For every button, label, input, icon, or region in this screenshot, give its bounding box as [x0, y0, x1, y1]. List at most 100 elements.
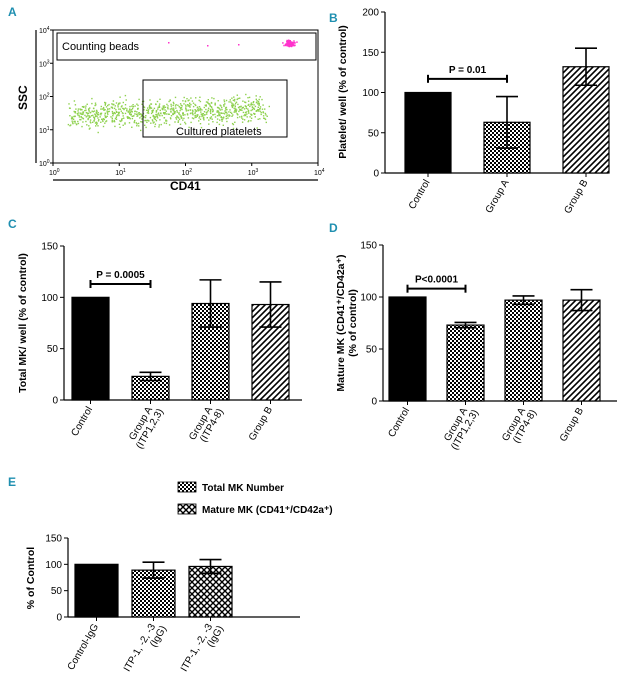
platelet-event: [218, 107, 220, 109]
platelet-event: [124, 107, 127, 109]
platelet-event: [111, 106, 113, 109]
platelet-event: [226, 120, 228, 123]
platelet-event: [97, 112, 99, 114]
platelet-event: [94, 102, 97, 104]
platelet-event: [128, 111, 130, 113]
bead-event: [294, 41, 296, 44]
platelet-event: [156, 115, 158, 117]
platelet-event: [242, 111, 245, 114]
platelet-event: [229, 99, 231, 101]
platelet-event: [194, 103, 196, 106]
platelet-event: [242, 106, 244, 109]
platelet-event: [124, 104, 127, 106]
platelet-event: [218, 123, 221, 126]
platelet-event: [104, 115, 107, 118]
platelet-event: [104, 102, 107, 104]
bead-event: [288, 39, 290, 41]
platelet-event: [184, 123, 187, 125]
platelet-event: [158, 114, 160, 116]
platelet-event: [221, 108, 223, 111]
platelet-event: [163, 112, 165, 115]
platelet-event: [122, 107, 124, 110]
y-tick-label-e: 150: [45, 534, 62, 545]
platelet-event: [159, 109, 161, 112]
platelet-event: [257, 118, 259, 120]
platelet-event: [183, 117, 185, 120]
platelet-event: [254, 105, 257, 108]
platelet-event: [197, 108, 200, 110]
platelet-event: [121, 119, 123, 122]
platelet-event: [77, 114, 79, 116]
platelet-event: [192, 102, 195, 104]
platelet-event: [160, 123, 162, 126]
platelet-event: [131, 109, 133, 111]
platelet-event: [86, 124, 88, 126]
platelet-event: [69, 107, 71, 109]
platelet-event: [155, 120, 158, 122]
platelet-event: [253, 107, 255, 109]
platelet-event: [250, 102, 253, 104]
platelet-event: [165, 120, 167, 122]
platelet-event: [114, 125, 116, 128]
platelet-event: [234, 111, 236, 113]
platelet-event: [137, 104, 139, 107]
platelet-event: [114, 117, 117, 120]
platelet-event: [87, 118, 89, 121]
platelet-event: [249, 105, 251, 108]
platelet-event: [153, 118, 156, 120]
platelet-event: [235, 108, 237, 110]
platelet-event: [244, 114, 247, 117]
platelet-event: [214, 102, 216, 104]
platelet-event: [73, 110, 75, 113]
platelet-event: [247, 100, 250, 102]
platelet-event: [194, 109, 196, 111]
platelet-event: [179, 123, 182, 125]
platelet-event: [103, 109, 105, 111]
platelet-event: [226, 114, 228, 117]
p-value-label-d: P<0.0001: [415, 275, 459, 286]
platelet-event: [188, 104, 190, 106]
bead-event: [286, 43, 288, 45]
platelet-event: [104, 109, 106, 111]
platelet-event: [176, 115, 178, 117]
platelet-event: [186, 98, 188, 100]
platelet-event: [133, 115, 135, 117]
y-axis-label-b: Platelet/ well (% of control): [337, 25, 349, 159]
platelet-event: [131, 105, 133, 107]
platelet-event: [105, 120, 107, 123]
platelet-event: [100, 121, 102, 123]
x-tick-label-b: Group B: [562, 178, 590, 216]
platelet-event: [72, 122, 74, 125]
platelet-event: [172, 104, 174, 107]
platelet-event: [229, 115, 231, 117]
platelet-event: [162, 112, 165, 114]
platelet-event: [253, 104, 255, 106]
y-tick-label-d: 50: [366, 345, 378, 356]
platelet-event: [71, 120, 73, 122]
bead-event: [286, 43, 289, 46]
y-tick-label-c: 50: [47, 344, 59, 355]
platelet-event: [93, 118, 96, 120]
platelet-event: [85, 116, 87, 118]
platelet-event: [118, 114, 120, 117]
platelet-event: [96, 113, 99, 115]
platelet-event: [149, 99, 151, 101]
platelet-event: [86, 112, 88, 114]
platelet-event: [221, 118, 223, 121]
platelet-event: [233, 100, 236, 102]
platelet-event: [155, 111, 157, 113]
platelet-event: [169, 99, 171, 101]
bead-event: [294, 44, 296, 47]
platelet-event: [91, 110, 93, 112]
platelet-event: [126, 116, 129, 118]
platelet-event: [96, 122, 98, 124]
platelet-event: [111, 117, 113, 119]
platelet-event: [74, 120, 76, 123]
platelet-event: [199, 115, 201, 118]
platelet-event: [98, 119, 100, 121]
platelet-event: [150, 122, 152, 124]
platelet-event: [170, 111, 172, 113]
platelet-event: [244, 105, 247, 107]
platelet-event: [200, 126, 203, 129]
platelet-event: [111, 110, 114, 113]
